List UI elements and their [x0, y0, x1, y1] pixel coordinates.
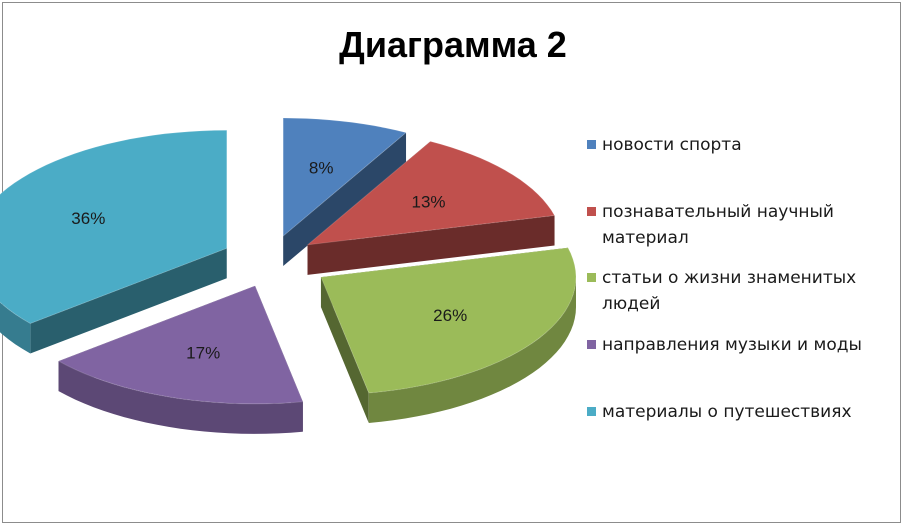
legend-label: статьи о жизни знаменитых людей [602, 268, 857, 314]
pie-slice-music-fashion [57, 285, 304, 434]
legend-label: познавательный научный материал [602, 202, 834, 248]
pie-plot: 8% 13% 26% 17% 36% [0, 117, 577, 434]
data-label-music-fashion: 17% [186, 344, 220, 363]
pie-slice-sports-news [282, 117, 408, 267]
slice-top-face [320, 246, 577, 394]
slice-top-face [282, 117, 408, 238]
slice-side-wall [320, 277, 369, 424]
slice-top-face [0, 129, 228, 324]
legend-label: материалы о путешествиях [602, 402, 852, 422]
pie-slice-science [305, 140, 556, 275]
legend-swatch [587, 207, 596, 216]
legend-swatch [587, 140, 596, 149]
data-label-science: 13% [411, 192, 445, 211]
slice-side-wall [307, 215, 555, 275]
slice-top-face [305, 140, 556, 246]
legend-swatch [587, 407, 596, 416]
legend-label: направления музыки и моды [602, 335, 862, 355]
slice-side-wall [283, 132, 407, 267]
slice-rim [368, 277, 576, 423]
legend-swatch [587, 340, 596, 349]
data-label-sports-news: 8% [309, 159, 334, 178]
legend-label: новости спорта [602, 135, 742, 155]
slice-side-wall [30, 248, 227, 354]
slice-top-face [57, 285, 304, 405]
data-label-travel: 36% [71, 209, 105, 228]
pie-slice-travel [0, 129, 228, 354]
chart-title: Диаграмма 2 [339, 24, 567, 65]
slice-rim [58, 361, 303, 434]
data-label-celebrities: 26% [433, 306, 467, 325]
legend-swatch [587, 273, 596, 282]
slice-rim [0, 302, 31, 354]
pie-slice-celebrities [320, 246, 577, 424]
